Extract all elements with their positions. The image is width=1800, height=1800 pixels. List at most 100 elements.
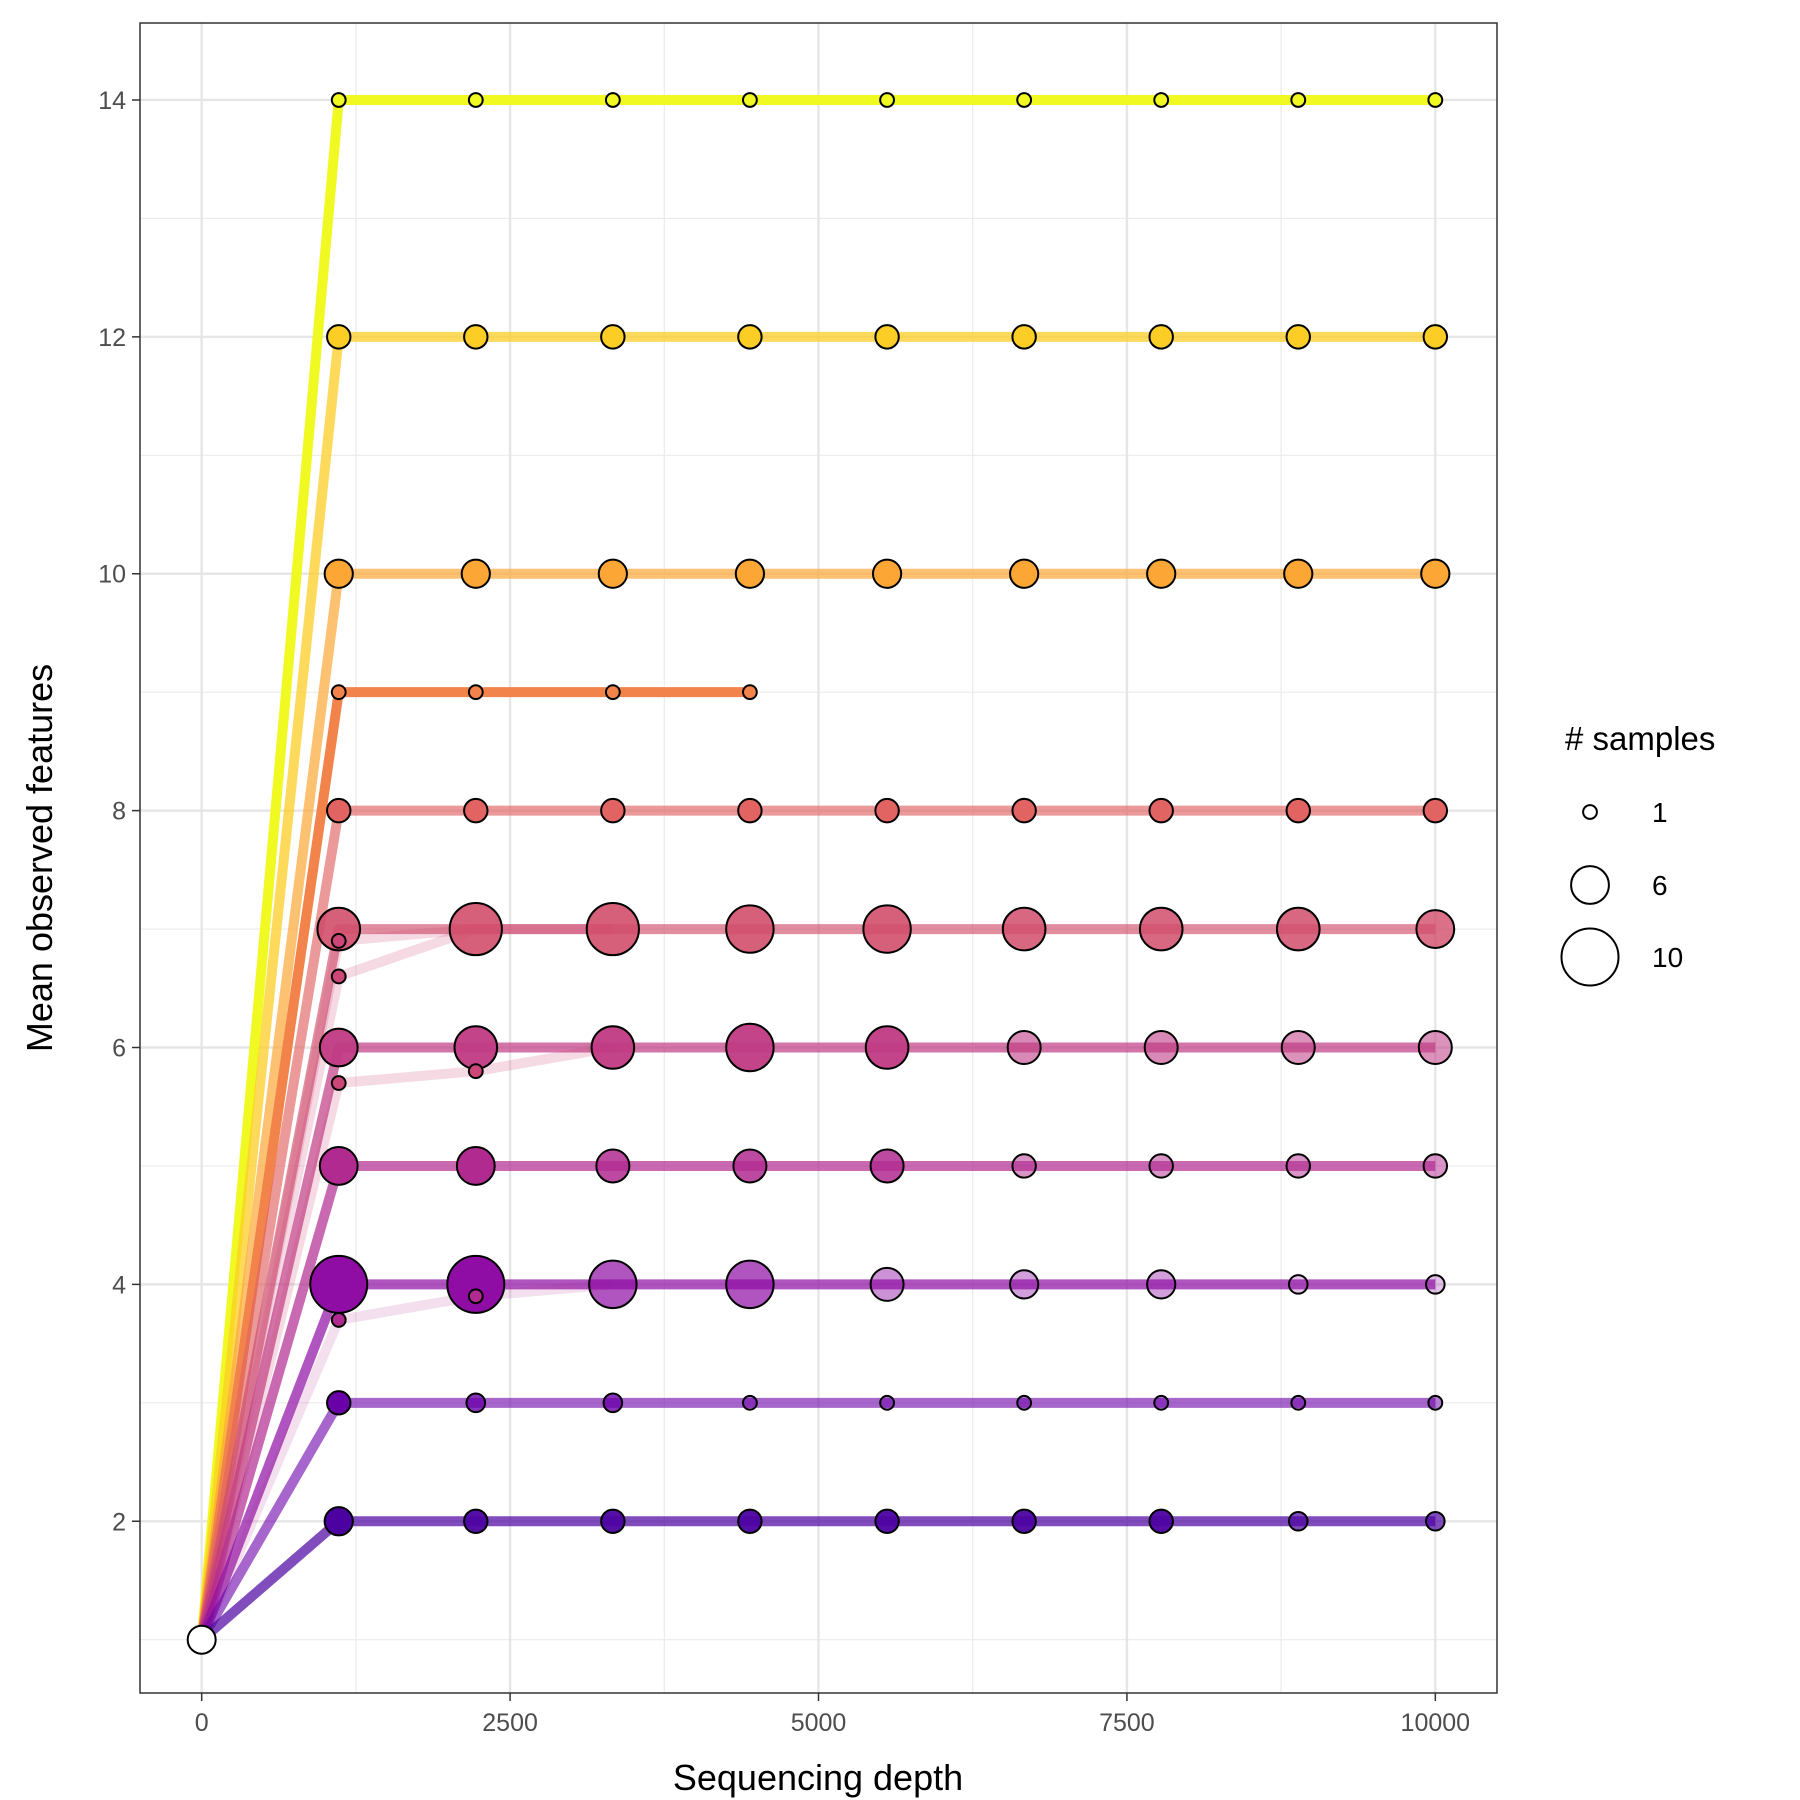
data-point-4-7 — [1285, 797, 1311, 824]
data-point-0-5 — [1016, 92, 1033, 108]
data-point-5-4 — [862, 904, 912, 954]
data-point-4-5 — [1011, 797, 1037, 824]
y-tick-label: 12 — [98, 324, 126, 352]
data-point-11-0 — [309, 1254, 369, 1314]
series-line-6 — [196, 924, 613, 1641]
x-tick-label: 2500 — [482, 1709, 538, 1737]
data-point-14-7 — [1287, 1510, 1309, 1532]
data-point-3-0 — [330, 684, 347, 701]
y-tick-label: 2 — [112, 1508, 126, 1536]
data-point-10-5 — [1011, 1153, 1037, 1179]
data-point-10-0 — [318, 1146, 359, 1186]
data-point-8-3 — [725, 1022, 775, 1073]
data-point-1-4 — [874, 324, 900, 350]
series-line-0 — [196, 94, 1436, 1641]
data-point-2-2 — [597, 558, 628, 589]
data-point-10-6 — [1148, 1153, 1174, 1179]
legend-key-10 — [1560, 927, 1620, 987]
data-point-3-1 — [467, 684, 484, 701]
series-line-1 — [196, 331, 1436, 1641]
data-point-13-1 — [465, 1392, 487, 1414]
data-point-10-2 — [595, 1148, 631, 1184]
data-point-12-1 — [467, 1288, 484, 1305]
y-tick-label: 14 — [98, 87, 126, 115]
data-point-5-0 — [316, 906, 362, 952]
data-point-13-8 — [1427, 1394, 1444, 1411]
data-point-10-4 — [869, 1148, 905, 1184]
series-line-9 — [196, 1042, 614, 1641]
data-point-14-0 — [323, 1506, 354, 1537]
series-line-8 — [196, 1042, 1436, 1641]
series-lines — [196, 94, 1436, 1644]
data-point-12-0 — [330, 1312, 347, 1328]
data-point-11-7 — [1287, 1274, 1309, 1295]
data-point-0-1 — [467, 92, 484, 108]
data-point-11-6 — [1146, 1269, 1177, 1300]
data-point-5-6 — [1138, 906, 1184, 952]
data-point-14-6 — [1148, 1508, 1174, 1534]
legend-key-1 — [1582, 804, 1598, 820]
data-point-4-8 — [1422, 797, 1449, 824]
data-point-10-8 — [1422, 1153, 1449, 1179]
data-point-9-0 — [330, 1075, 347, 1091]
data-point-11-1 — [446, 1254, 506, 1314]
data-point-1-5 — [1011, 324, 1037, 350]
series-line-10 — [196, 1160, 1436, 1642]
y-tick-label: 6 — [112, 1035, 126, 1063]
data-point-8-8 — [1417, 1030, 1453, 1066]
data-point-11-5 — [1009, 1269, 1040, 1300]
data-point-0-6 — [1153, 92, 1170, 108]
data-point-13-7 — [1290, 1394, 1307, 1411]
data-point-14-3 — [737, 1508, 763, 1534]
legend-label-1: 1 — [1652, 797, 1668, 828]
data-point-14-4 — [874, 1508, 900, 1534]
data-point-2-4 — [871, 558, 903, 589]
x-tick-label: 7500 — [1099, 1709, 1155, 1737]
y-axis-ticks: 2 4 6 8 10 12 14 — [98, 87, 140, 1536]
series-line-2 — [196, 568, 1436, 1641]
data-point-2-8 — [1420, 558, 1451, 589]
data-point-13-0 — [326, 1390, 352, 1416]
series-points — [186, 92, 1456, 1655]
series-line-7 — [196, 924, 613, 1641]
x-tick-label: 0 — [195, 1709, 209, 1737]
data-point-2-1 — [460, 558, 491, 589]
data-point-11-8 — [1425, 1274, 1446, 1295]
data-point-10-1 — [455, 1146, 496, 1186]
data-point-0-7 — [1290, 92, 1307, 108]
series-line-11 — [197, 1279, 1436, 1642]
data-point-11-3 — [725, 1259, 775, 1310]
data-point-4-4 — [874, 797, 900, 824]
y-tick-label: 8 — [112, 798, 126, 826]
legend-label-6: 6 — [1652, 870, 1668, 901]
data-point-1-0 — [326, 324, 352, 350]
data-point-4-6 — [1148, 797, 1174, 824]
data-point-13-6 — [1153, 1394, 1170, 1411]
data-point-5-1 — [448, 901, 503, 957]
data-point-5-7 — [1275, 906, 1321, 952]
data-point-14-8 — [1425, 1510, 1446, 1532]
data-point-0-2 — [604, 92, 621, 108]
data-point-13-3 — [742, 1394, 758, 1411]
data-point-1-8 — [1422, 324, 1449, 350]
data-point-5-3 — [725, 904, 775, 954]
data-point-8-6 — [1143, 1030, 1179, 1066]
series-line-13 — [197, 1397, 1436, 1643]
data-point-5-8 — [1415, 909, 1456, 949]
data-point-2-6 — [1146, 558, 1177, 589]
data-point-1-6 — [1148, 324, 1174, 350]
data-point-11-4 — [869, 1266, 905, 1302]
data-point-11-2 — [588, 1259, 638, 1310]
origin-point — [186, 1624, 217, 1655]
data-point-5-5 — [1001, 906, 1047, 952]
data-point-3-3 — [742, 684, 758, 701]
legend: # samples 1 6 10 — [1560, 720, 1715, 987]
data-point-10-7 — [1285, 1153, 1311, 1179]
x-axis-title: Sequencing depth — [673, 1757, 963, 1798]
legend-title: # samples — [1565, 720, 1715, 757]
series-line-12 — [197, 1279, 614, 1642]
data-point-0-0 — [330, 92, 347, 108]
data-point-0-4 — [879, 92, 895, 108]
y-axis-title: Mean observed features — [19, 664, 60, 1052]
